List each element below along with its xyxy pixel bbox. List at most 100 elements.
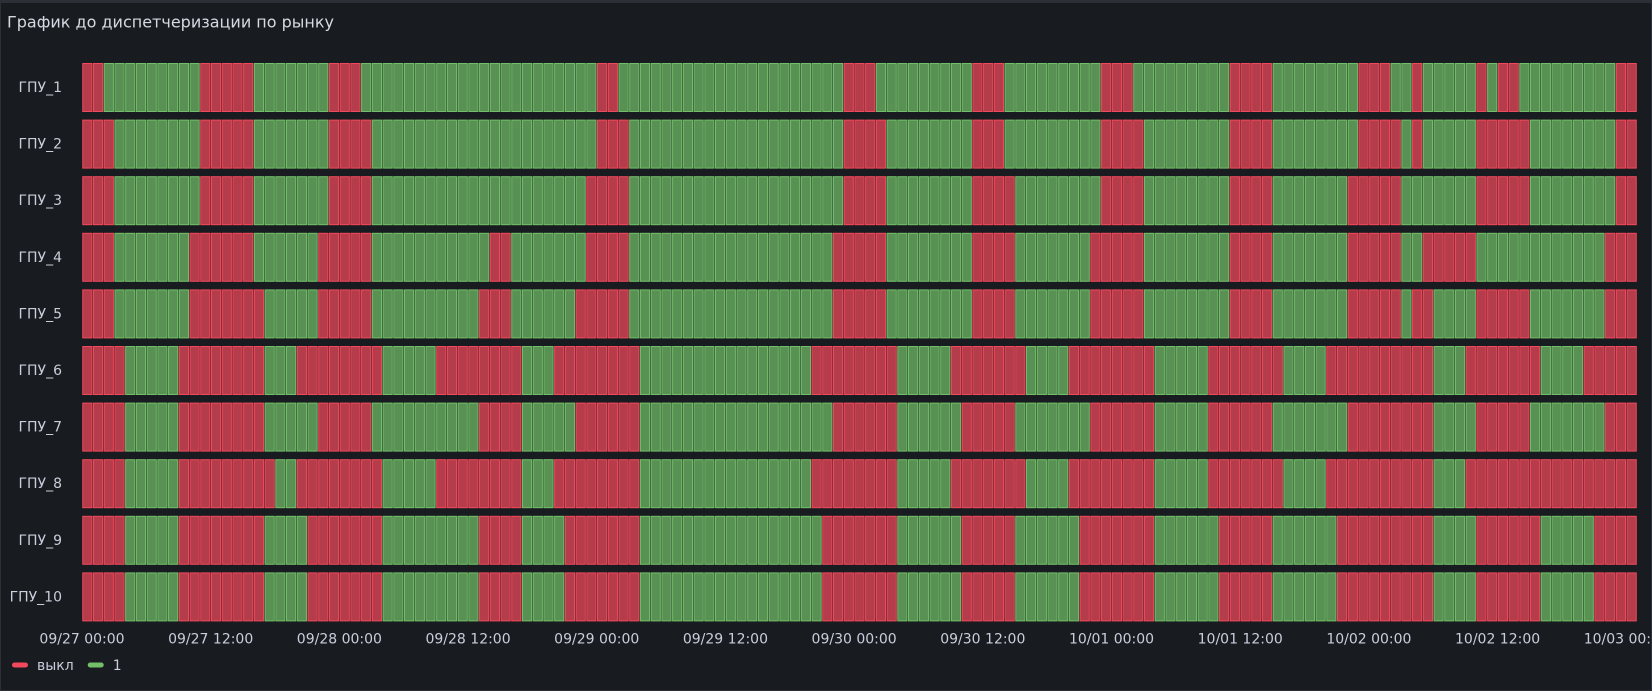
state-cell <box>950 346 962 395</box>
state-cell <box>983 119 994 169</box>
state-cell <box>1572 63 1584 112</box>
state-cell <box>961 459 972 509</box>
state-cell <box>232 459 243 509</box>
state-cell <box>1487 515 1498 565</box>
state-cell <box>457 232 468 282</box>
state-cell <box>564 572 576 622</box>
state-cell <box>92 119 104 169</box>
state-cell <box>854 63 865 112</box>
state-cell <box>1122 402 1133 452</box>
state-cell <box>500 515 511 565</box>
state-cell <box>1186 176 1198 226</box>
state-cell <box>1176 515 1187 565</box>
state-cell <box>1208 515 1219 565</box>
state-cell <box>661 289 672 339</box>
state-cell <box>1294 402 1305 452</box>
state-cell <box>822 459 833 509</box>
state-cell <box>1143 232 1155 282</box>
state-cell <box>403 515 415 565</box>
state-cell <box>125 459 136 509</box>
state-cell <box>1315 119 1326 169</box>
state-cell <box>554 63 565 112</box>
state-cell <box>114 176 125 226</box>
state-cell <box>554 572 565 622</box>
state-cell <box>189 289 200 339</box>
state-cell <box>521 289 533 339</box>
state-cell <box>1497 232 1509 282</box>
state-cell <box>135 459 147 509</box>
state-cell <box>1047 346 1058 395</box>
state-cell <box>253 459 265 509</box>
row-label: ГПУ_2 <box>18 137 62 153</box>
state-cell <box>318 119 329 169</box>
state-cell <box>897 63 908 112</box>
state-cell <box>1605 346 1616 395</box>
state-cell <box>1283 402 1294 452</box>
state-cell <box>586 289 597 339</box>
state-cell <box>1336 515 1348 565</box>
state-cell <box>436 459 447 509</box>
state-cell <box>618 289 629 339</box>
state-cell <box>1143 402 1155 452</box>
state-cell <box>350 346 361 395</box>
state-cell <box>286 176 297 226</box>
state-cell <box>779 119 790 169</box>
state-cell <box>1487 346 1498 395</box>
state-cell <box>532 289 543 339</box>
state-cell <box>1476 572 1487 622</box>
state-cell <box>1133 459 1144 509</box>
state-cell <box>843 176 854 226</box>
state-cell <box>1154 459 1165 509</box>
state-cell <box>768 119 779 169</box>
state-cell <box>597 515 608 565</box>
state-cell <box>339 346 350 395</box>
state-cell <box>1594 119 1605 169</box>
state-cell <box>1315 346 1326 395</box>
state-cell <box>908 346 919 395</box>
state-cell <box>1036 232 1047 282</box>
state-cell <box>253 119 265 169</box>
state-cell <box>382 402 393 452</box>
state-cell <box>1379 176 1391 226</box>
state-cell <box>929 515 940 565</box>
state-cell <box>865 515 876 565</box>
state-cell <box>672 119 683 169</box>
state-cell <box>757 63 769 112</box>
state-cell <box>704 346 715 395</box>
state-cell <box>361 459 372 509</box>
state-cell <box>1465 176 1476 226</box>
state-cell <box>371 515 383 565</box>
state-cell <box>1261 459 1273 509</box>
state-cell <box>1165 402 1176 452</box>
state-cell <box>757 572 769 622</box>
state-cell <box>1444 459 1455 509</box>
state-cell <box>586 572 597 622</box>
state-cell <box>1444 119 1455 169</box>
state-cell <box>92 176 104 226</box>
state-cell <box>296 515 307 565</box>
state-cell <box>832 459 844 509</box>
state-cell <box>286 63 297 112</box>
state-cell <box>950 289 962 339</box>
state-cell <box>243 572 254 622</box>
state-cell <box>511 515 522 565</box>
state-cell <box>1347 176 1358 226</box>
state-cell <box>757 119 769 169</box>
state-cell <box>1358 232 1369 282</box>
state-cell <box>232 515 243 565</box>
state-cell <box>1068 515 1080 565</box>
state-cell <box>221 346 232 395</box>
state-cell <box>1219 119 1230 169</box>
panel-title: График до диспетчеризации по рынку <box>7 13 334 32</box>
state-cell <box>1433 515 1444 565</box>
state-cell <box>1572 289 1584 339</box>
state-cell <box>1047 119 1058 169</box>
state-cell <box>1369 176 1380 226</box>
state-cell <box>1294 572 1305 622</box>
state-cell <box>286 515 297 565</box>
state-cell <box>350 459 361 509</box>
state-cell <box>983 289 994 339</box>
state-cell <box>511 176 522 226</box>
state-cell <box>1122 232 1133 282</box>
